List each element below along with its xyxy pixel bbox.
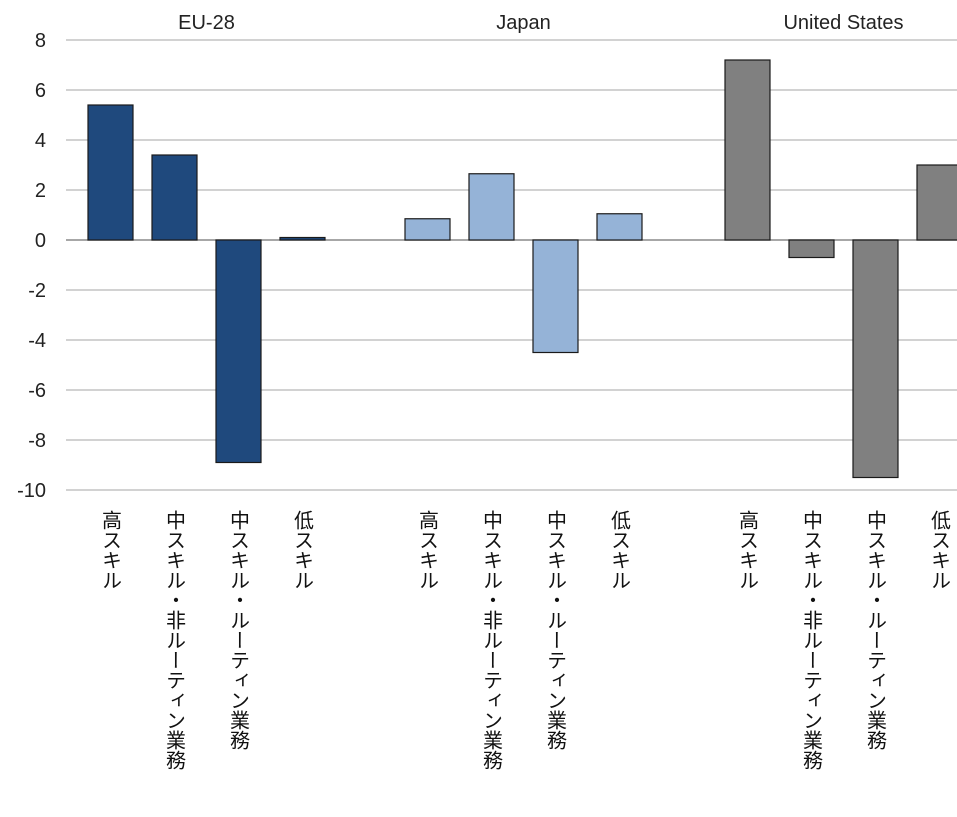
y-tick-label: 4 xyxy=(35,130,46,152)
bars xyxy=(87,59,957,479)
bar xyxy=(724,59,771,241)
category-label: 低スキル xyxy=(928,510,952,590)
category-label: 中スキル・ルーティン業務 xyxy=(227,510,251,750)
bar xyxy=(151,154,198,241)
bar xyxy=(532,239,579,354)
group-label: EU-28 xyxy=(178,12,235,34)
bar xyxy=(215,239,262,464)
category-label: 低スキル xyxy=(291,510,315,590)
category-label: 中スキル・非ルーティン業務 xyxy=(480,510,504,770)
category-label: 高スキル xyxy=(416,510,440,590)
category-label: 中スキル・ルーティン業務 xyxy=(544,510,568,750)
y-tick-label: -4 xyxy=(28,330,46,352)
y-tick-label: 2 xyxy=(35,180,46,202)
y-axis-tick-labels: 8 6 4 2 0 -2 -4 -6 -8 -10 xyxy=(17,30,46,502)
category-label: 中スキル・非ルーティン業務 xyxy=(163,510,187,770)
category-label: 高スキル xyxy=(736,510,760,590)
y-tick-label: -6 xyxy=(28,380,46,402)
group-label: Japan xyxy=(496,12,551,34)
bar xyxy=(87,104,134,241)
y-tick-label: -2 xyxy=(28,280,46,302)
y-tick-label: 0 xyxy=(35,230,46,252)
category-label: 中スキル・非ルーティン業務 xyxy=(800,510,824,770)
bar xyxy=(279,236,326,241)
bar xyxy=(468,173,515,241)
group-label: United States xyxy=(783,12,903,34)
bar xyxy=(596,213,643,241)
grid-lines xyxy=(66,39,957,491)
category-label: 低スキル xyxy=(608,510,632,590)
y-tick-label: -10 xyxy=(17,480,46,502)
bar xyxy=(852,239,899,479)
y-tick-label: -8 xyxy=(28,430,46,452)
category-label: 高スキル xyxy=(99,510,123,590)
group-labels: EU-28 Japan United States xyxy=(178,12,903,34)
category-labels: 高スキル 中スキル・非ルーティン業務 中スキル・ルーティン業務 低スキル 高スキル 中スキ… xyxy=(99,510,952,770)
y-tick-label: 8 xyxy=(35,30,46,52)
y-tick-label: 6 xyxy=(35,80,46,102)
bar xyxy=(916,164,957,241)
bar xyxy=(404,218,451,241)
bar xyxy=(788,239,835,259)
category-label: 中スキル・ルーティン業務 xyxy=(864,510,888,750)
